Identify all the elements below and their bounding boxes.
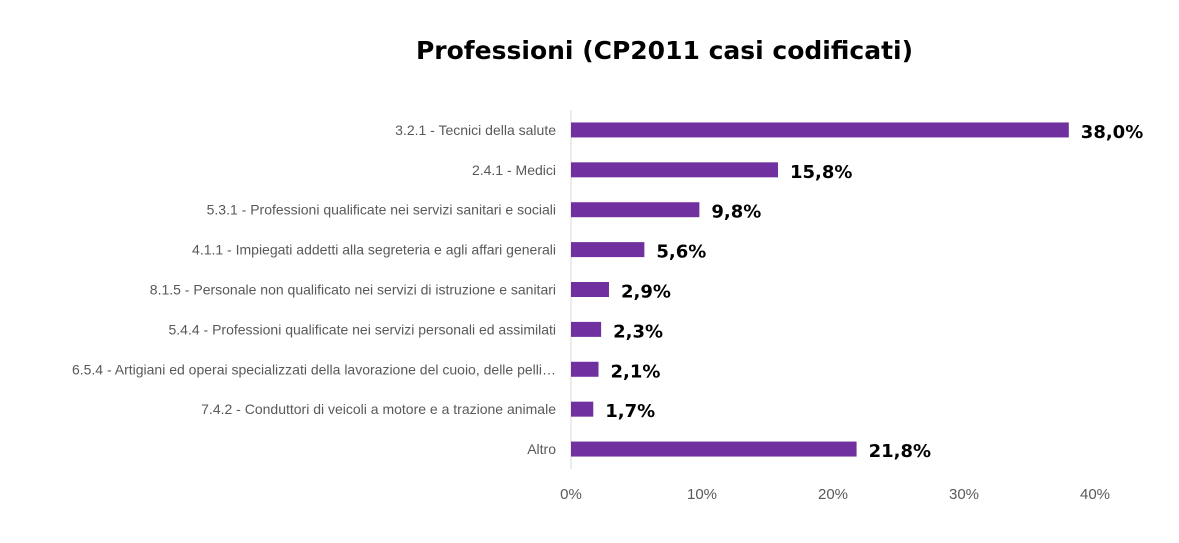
data-label: 2,9%	[621, 282, 671, 303]
category-label: 6.5.4 - Artigiani ed operai specializzat…	[72, 361, 556, 377]
data-label: 2,3%	[613, 321, 663, 342]
bar	[571, 202, 700, 218]
bar	[571, 441, 857, 457]
category-label: 5.3.1 - Professioni qualificate nei serv…	[207, 202, 556, 218]
chart-title: Professioni (CP2011 casi codificati)	[415, 36, 914, 65]
category-label: 5.4.4 - Professioni qualificate nei serv…	[168, 321, 556, 337]
data-label: 15,8%	[790, 162, 852, 183]
x-tick-label: 20%	[818, 486, 848, 503]
category-label: Altro	[527, 441, 556, 457]
bar	[571, 361, 599, 377]
bar	[571, 282, 609, 297]
data-label: 38,0%	[1081, 122, 1143, 143]
x-tick-label: 30%	[949, 486, 979, 503]
x-tick-label: 10%	[687, 486, 717, 503]
bar	[571, 321, 602, 337]
data-label: 1,7%	[605, 401, 655, 422]
data-label: 2,1%	[611, 361, 661, 382]
category-label: 8.1.5 - Personale non qualificato nei se…	[150, 282, 556, 298]
data-label: 9,8%	[711, 202, 761, 223]
category-label: 2.4.1 - Medici	[472, 162, 556, 178]
bar	[571, 401, 594, 417]
x-tick-label: 40%	[1080, 486, 1110, 503]
bar	[571, 162, 778, 178]
category-label: 7.4.2 - Conduttori di veicoli a motore e…	[201, 401, 556, 417]
bar	[571, 242, 645, 258]
category-label: 3.2.1 - Tecnici della salute	[395, 122, 556, 138]
data-label: 21,8%	[869, 441, 931, 462]
x-tick-label: 0%	[560, 486, 582, 503]
category-label: 4.1.1 - Impiegati addetti alla segreteri…	[192, 242, 556, 258]
bar	[571, 122, 1069, 138]
data-label: 5,6%	[656, 242, 706, 263]
